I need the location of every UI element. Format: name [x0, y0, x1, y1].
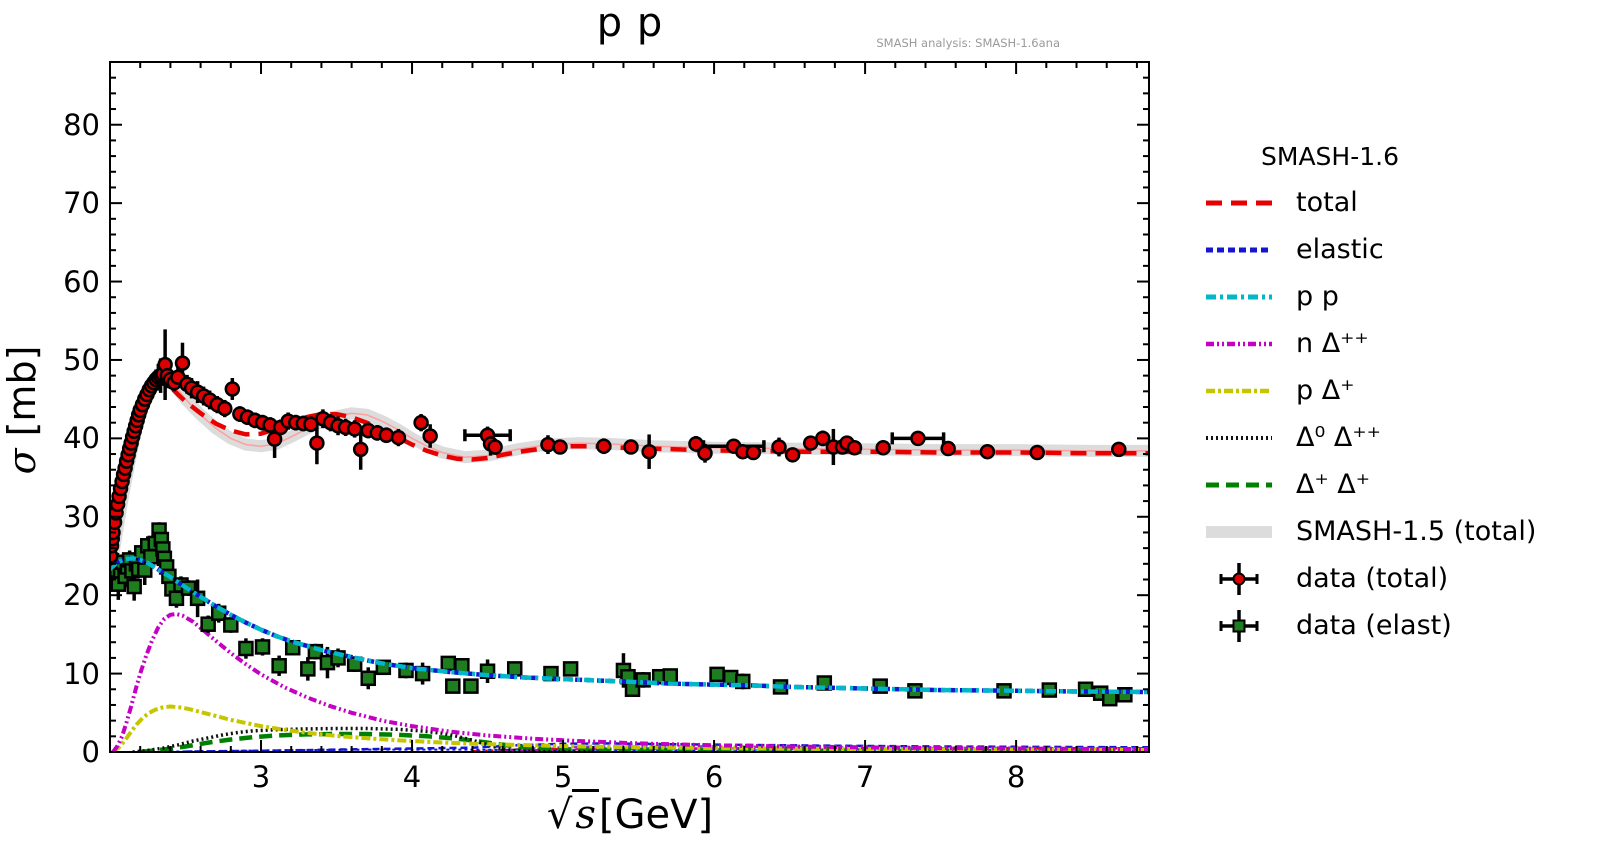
smash15-center-line — [110, 376, 1149, 576]
legend-rows: total elastic p p n Δ⁺⁺ p Δ⁺ Δ⁰ Δ⁺⁺ Δ⁺ Δ⁺ SMASH… — [1170, 179, 1590, 649]
x-tick-6: 6 — [704, 760, 724, 794]
page-title: p p — [596, 0, 664, 46]
sqrt-radical: √ — [546, 792, 573, 838]
y-tick-70: 70 — [63, 186, 100, 221]
sqrt-variable: s — [572, 789, 599, 838]
y-tick-0: 0 — [81, 735, 100, 769]
curve-delta0_delta_plusplus — [132, 726, 594, 752]
x-tick-8: 8 — [1006, 760, 1026, 794]
legend-label: p p — [1296, 281, 1339, 312]
curve-pp — [110, 556, 1149, 695]
curve-total — [110, 374, 1149, 572]
legend-label: data (total) — [1296, 563, 1449, 594]
legend-line-sample — [1206, 247, 1272, 252]
legend-item-2: p p — [1170, 273, 1590, 320]
x-axis-label: √s[GeV] — [420, 789, 840, 838]
legend-label: p Δ⁺ — [1296, 375, 1355, 406]
y-tick-30: 30 — [63, 499, 100, 534]
legend-item-5: Δ⁰ Δ⁺⁺ — [1170, 414, 1590, 461]
y-tick-80: 80 — [63, 107, 100, 142]
legend-title: SMASH-1.6 — [1261, 142, 1399, 171]
y-tick-10: 10 — [63, 656, 100, 691]
legend-item-8: data (total) — [1170, 555, 1590, 602]
legend-label: elastic — [1296, 234, 1384, 265]
legend-line-sample — [1206, 341, 1272, 346]
y-tick-60: 60 — [63, 264, 100, 299]
legend-item-0: total — [1170, 179, 1590, 226]
legend-item-7: SMASH-1.5 (total) — [1170, 508, 1590, 555]
x-tick-4: 4 — [402, 760, 422, 794]
watermark: SMASH analysis: SMASH-1.6ana — [876, 36, 1060, 50]
smash15-band — [110, 370, 1149, 581]
legend-line-sample — [1206, 482, 1272, 487]
curve-delta_plus_delta_plus — [139, 731, 1149, 752]
curve-p_delta_plus — [111, 704, 1149, 752]
legend-label: n Δ⁺⁺ — [1296, 328, 1369, 359]
data-total-points — [110, 329, 1127, 566]
legend-item-4: p Δ⁺ — [1170, 367, 1590, 414]
legend-marker-sample — [1219, 609, 1259, 642]
legend-item-6: Δ⁺ Δ⁺ — [1170, 461, 1590, 508]
x-axis-unit: [GeV] — [598, 792, 714, 838]
y-tick-20: 20 — [63, 578, 100, 613]
x-tick-5: 5 — [553, 760, 573, 794]
legend-label: data (elast) — [1296, 610, 1452, 641]
legend-label: Δ⁺ Δ⁺ — [1296, 469, 1371, 500]
legend-band-sample — [1206, 525, 1272, 538]
curve-n_delta_plusplus — [111, 611, 1149, 752]
legend-item-9: data (elast) — [1170, 602, 1590, 649]
legend-line-sample — [1206, 435, 1272, 440]
legend-label: SMASH-1.5 (total) — [1296, 516, 1537, 547]
legend-label: Δ⁰ Δ⁺⁺ — [1296, 422, 1381, 453]
x-tick-7: 7 — [855, 760, 875, 794]
legend-item-3: n Δ⁺⁺ — [1170, 320, 1590, 367]
y-tick-50: 50 — [63, 342, 100, 377]
legend-item-1: elastic — [1170, 226, 1590, 273]
data-elast-points — [110, 522, 1133, 707]
legend: SMASH-1.6 total elastic p p n Δ⁺⁺ p Δ⁺ Δ⁰ Δ⁺⁺… — [1170, 142, 1590, 649]
legend-line-sample — [1206, 388, 1272, 393]
legend-label: total — [1296, 187, 1358, 218]
legend-line-sample — [1206, 200, 1272, 205]
x-tick-3: 3 — [251, 760, 271, 794]
legend-line-sample — [1206, 294, 1272, 299]
legend-marker-sample — [1219, 562, 1259, 595]
y-tick-40: 40 — [63, 421, 100, 456]
y-axis-label: σ [mb] — [0, 300, 44, 520]
